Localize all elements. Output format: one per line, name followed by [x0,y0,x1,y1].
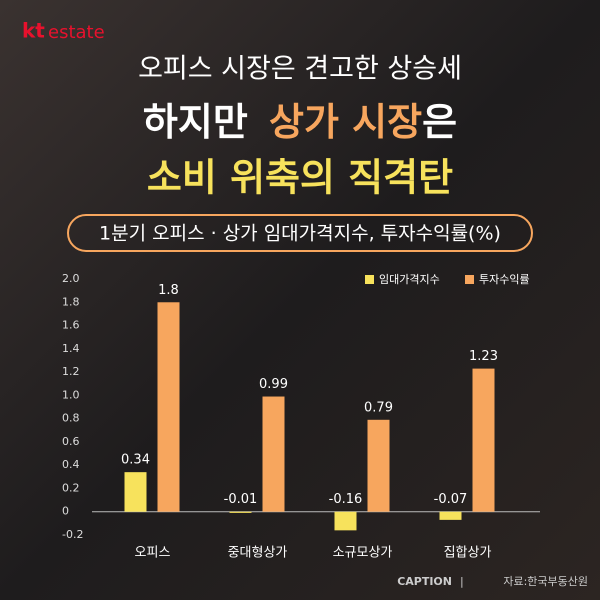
x-tick-label: 집합상가 [444,546,492,561]
subtitle-box [67,214,533,252]
brand-kt: kt [22,19,45,43]
y-tick-label: 1.6 [62,319,80,332]
bar [439,511,462,520]
y-tick-label: 0.4 [62,458,80,471]
x-tick-label: 중대형상가 [228,546,288,561]
y-tick-label: 1.2 [62,365,80,378]
y-tick-label: 0.2 [62,481,80,494]
heading-line3: 소비 위축의 직격탄 [147,156,453,200]
caption: CAPTION [397,575,452,588]
heading-part: 은 [422,100,457,144]
heading-line2: 하지만 상가 시장은 [143,100,457,144]
x-tick-label: 소규모상가 [333,546,393,561]
bar [229,511,252,513]
heading-part: 상가 시장 [269,100,422,144]
y-tick-label: 0.8 [62,412,80,425]
y-tick-label: 1.0 [62,388,80,401]
value-label: 0.99 [259,377,288,392]
y-tick-label: 2.0 [62,272,80,285]
bar [157,302,180,512]
legend-swatch [365,275,374,284]
value-label: 1.8 [158,283,179,298]
brand-name: estate [48,22,105,43]
y-tick-label: -0.2 [62,528,83,541]
chart-title: 1분기 오피스 · 상가 임대가격지수, 투자수익률(%) [99,223,501,245]
source: 자료:한국부동산원 [503,575,588,588]
value-label: -0.16 [329,492,363,507]
y-tick-label: 1.4 [62,342,80,355]
y-tick-label: 1.8 [62,295,80,308]
bar [124,472,147,512]
separator: | [460,575,464,588]
y-tick-label: 0 [62,505,69,518]
value-label: 1.23 [469,349,498,364]
bar [262,396,285,512]
legend-label: 임대가격지수 [379,273,440,286]
value-label: 0.79 [364,400,393,415]
value-label: -0.07 [434,492,468,507]
bar [334,511,357,531]
bar [367,419,390,512]
heading-part: 하지만 [143,100,248,144]
value-label: -0.01 [224,492,258,507]
legend-swatch [465,275,474,284]
bar [472,368,495,512]
legend-label: 투자수익률 [479,273,530,286]
value-label: 0.34 [121,453,150,468]
heading-line1: 오피스 시장은 견고한 상승세 [138,54,462,85]
x-tick-label: 오피스 [135,546,171,561]
y-tick-label: 0.6 [62,435,80,448]
